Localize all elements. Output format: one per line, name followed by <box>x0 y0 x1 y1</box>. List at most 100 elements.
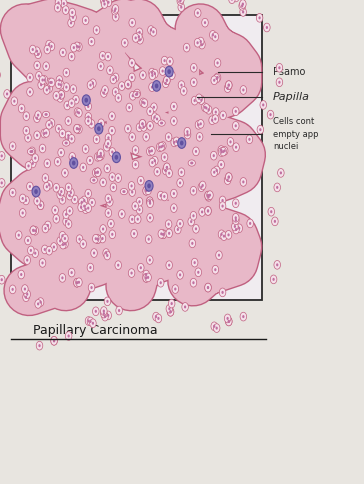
Ellipse shape <box>71 195 78 204</box>
Ellipse shape <box>268 207 274 216</box>
Ellipse shape <box>207 210 209 212</box>
Ellipse shape <box>109 148 116 156</box>
Ellipse shape <box>233 143 240 151</box>
Ellipse shape <box>23 126 29 135</box>
Ellipse shape <box>192 214 195 217</box>
Ellipse shape <box>55 157 61 166</box>
Ellipse shape <box>102 227 104 230</box>
Ellipse shape <box>246 135 253 144</box>
Ellipse shape <box>143 186 149 195</box>
Ellipse shape <box>114 7 116 11</box>
Ellipse shape <box>162 70 164 73</box>
Ellipse shape <box>278 66 281 69</box>
Ellipse shape <box>101 237 104 240</box>
Ellipse shape <box>191 242 194 245</box>
Ellipse shape <box>157 191 164 200</box>
Ellipse shape <box>218 230 225 239</box>
Ellipse shape <box>224 314 231 323</box>
Ellipse shape <box>191 258 198 267</box>
Ellipse shape <box>154 116 156 119</box>
Ellipse shape <box>78 281 80 284</box>
Ellipse shape <box>18 270 24 279</box>
Ellipse shape <box>24 290 31 299</box>
Ellipse shape <box>28 246 34 255</box>
Ellipse shape <box>166 229 173 238</box>
Ellipse shape <box>103 142 110 151</box>
Ellipse shape <box>166 166 168 169</box>
Ellipse shape <box>145 276 147 279</box>
Ellipse shape <box>190 78 197 87</box>
Ellipse shape <box>179 182 181 184</box>
Ellipse shape <box>105 311 111 320</box>
Ellipse shape <box>85 117 91 125</box>
Ellipse shape <box>87 207 90 210</box>
Ellipse shape <box>140 266 142 269</box>
Ellipse shape <box>71 137 73 140</box>
Ellipse shape <box>256 14 263 22</box>
Ellipse shape <box>65 131 72 140</box>
Ellipse shape <box>138 208 141 211</box>
Ellipse shape <box>58 148 64 157</box>
Ellipse shape <box>276 78 283 87</box>
Ellipse shape <box>214 118 217 121</box>
Ellipse shape <box>96 238 99 241</box>
Text: Psamo: Psamo <box>273 67 305 76</box>
Ellipse shape <box>145 189 147 192</box>
Ellipse shape <box>36 117 38 120</box>
Ellipse shape <box>159 142 166 151</box>
Ellipse shape <box>149 216 151 219</box>
Ellipse shape <box>62 51 64 54</box>
Ellipse shape <box>73 95 79 104</box>
Ellipse shape <box>228 320 230 323</box>
Ellipse shape <box>147 121 153 130</box>
Ellipse shape <box>67 120 70 122</box>
Ellipse shape <box>44 159 51 168</box>
Ellipse shape <box>84 208 87 211</box>
Ellipse shape <box>78 111 80 114</box>
Ellipse shape <box>178 0 184 3</box>
Ellipse shape <box>9 142 16 151</box>
Ellipse shape <box>147 238 150 241</box>
Ellipse shape <box>159 194 162 197</box>
Ellipse shape <box>70 13 76 22</box>
Ellipse shape <box>0 275 5 284</box>
Ellipse shape <box>161 192 167 201</box>
Ellipse shape <box>154 115 160 123</box>
Ellipse shape <box>247 219 253 228</box>
Ellipse shape <box>62 243 64 246</box>
Ellipse shape <box>64 101 71 110</box>
Ellipse shape <box>258 16 261 19</box>
Ellipse shape <box>204 106 206 109</box>
Ellipse shape <box>168 172 170 175</box>
Ellipse shape <box>25 162 32 170</box>
Ellipse shape <box>207 108 210 111</box>
Ellipse shape <box>214 268 217 271</box>
Ellipse shape <box>180 171 183 174</box>
Ellipse shape <box>242 89 245 91</box>
Ellipse shape <box>242 2 244 6</box>
Ellipse shape <box>173 137 180 146</box>
Ellipse shape <box>87 156 93 165</box>
Ellipse shape <box>55 217 58 220</box>
Ellipse shape <box>195 227 197 230</box>
Ellipse shape <box>168 232 170 235</box>
Ellipse shape <box>153 80 161 91</box>
Ellipse shape <box>235 219 237 222</box>
Ellipse shape <box>194 9 201 17</box>
Ellipse shape <box>186 133 189 136</box>
Ellipse shape <box>165 133 172 141</box>
Ellipse shape <box>21 212 24 214</box>
Ellipse shape <box>197 41 199 45</box>
Ellipse shape <box>66 191 73 200</box>
Ellipse shape <box>173 192 175 195</box>
Ellipse shape <box>70 21 72 25</box>
Ellipse shape <box>173 141 175 144</box>
Ellipse shape <box>128 182 135 190</box>
Ellipse shape <box>211 119 213 122</box>
Ellipse shape <box>259 128 261 131</box>
Ellipse shape <box>74 108 81 117</box>
Ellipse shape <box>39 258 46 267</box>
Ellipse shape <box>157 278 164 287</box>
Ellipse shape <box>216 76 219 79</box>
Ellipse shape <box>145 189 147 192</box>
